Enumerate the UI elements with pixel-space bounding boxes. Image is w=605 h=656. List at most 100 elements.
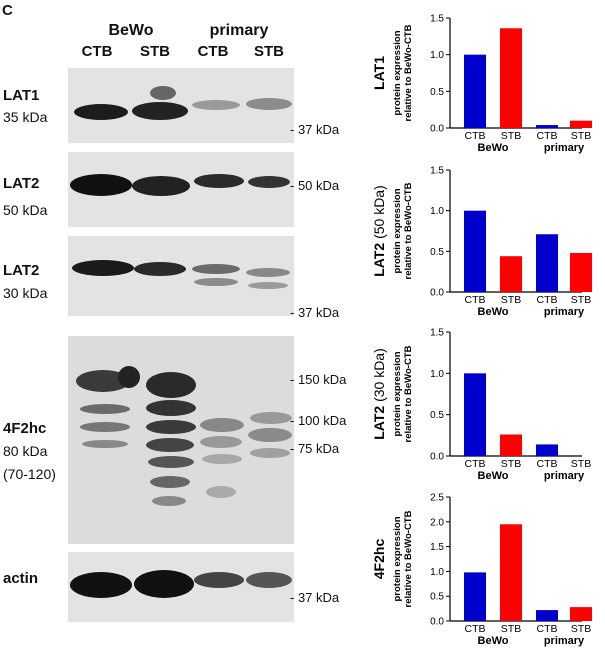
group-label: BeWo [478,142,509,154]
group-label: primary [544,306,585,318]
blot-protein-label: actin [3,570,39,587]
y-tick-label: 0.0 [430,617,444,628]
x-tick-label: CTB [465,130,486,142]
blot-protein-label: LAT2 [3,262,40,279]
y-tick-label: 1.5 [430,14,444,25]
bar [536,125,558,128]
y-tick-label: 1.0 [430,206,444,217]
blot-protein-label: LAT1 [3,87,40,104]
bar [570,120,592,128]
y-tick-label: 1.5 [430,542,444,553]
y-tick-label: 1.0 [430,567,444,578]
group-label: BeWo [478,635,509,647]
y-tick-label: 2.0 [430,517,444,528]
y-tick-label: 0.5 [430,592,444,603]
x-tick-label: CTB [537,458,558,470]
x-tick-label: CTB [537,623,558,635]
x-tick-label: STB [501,294,521,306]
x-tick-label: CTB [465,294,486,306]
group-label: BeWo [478,470,509,482]
bar [536,610,558,621]
y-tick-label: 0.0 [430,288,444,299]
western-blot-lat1 [68,68,294,143]
y-tick-label: 0.5 [430,87,444,98]
marker-label: - 50 kDa [290,178,340,193]
blot-size-label: 80 kDa [3,443,48,459]
y-axis-label: protein expression [392,30,403,115]
lane-label: CTB [81,43,113,60]
bar [464,210,486,292]
bar [570,252,592,292]
y-tick-label: 1.5 [430,166,444,177]
y-tick-label: 1.0 [430,369,444,380]
x-tick-label: STB [501,623,521,635]
lane-label: CTB [197,43,229,60]
group-label-primary: primary [209,22,269,39]
marker-label: - 150 kDa [290,372,347,387]
chart-title-suffix: (30 kDa) [371,348,387,402]
lane-label: STB [140,43,170,60]
y-axis-label: protein expression [392,351,403,436]
x-tick-label: STB [501,458,521,470]
x-tick-label: CTB [465,458,486,470]
lane-label: STB [254,43,284,60]
bar [500,256,522,292]
x-tick-label: STB [501,130,521,142]
chart-title-main: LAT2 [371,239,387,277]
y-axis-label: relative to BeWo-CTB [403,24,414,121]
western-blot-lat2-50 [68,152,294,227]
x-tick-label: STB [571,294,591,306]
marker-label: - 75 kDa [290,441,340,456]
marker-label: - 37 kDa [290,305,340,320]
bar [464,373,486,456]
x-tick-label: STB [571,130,591,142]
western-blot-actin [68,552,294,622]
bar [464,54,486,128]
blot-protein-label: LAT2 [3,175,40,192]
marker-label: - 37 kDa [290,122,340,137]
x-tick-label: STB [571,458,591,470]
y-axis-label: relative to BeWo-CTB [403,510,414,607]
western-blot-4f2hc [68,336,294,544]
y-tick-label: 0.5 [430,247,444,258]
chart-title-main: LAT2 [371,402,387,440]
group-label: primary [544,635,585,647]
bar [500,524,522,621]
y-tick-label: 0.0 [430,124,444,135]
marker-label: - 37 kDa [290,590,340,605]
bar [500,434,522,456]
blot-size-label: 30 kDa [3,285,48,301]
chart-title: LAT1 [371,56,387,90]
chart-title-suffix: (50 kDa) [371,185,387,239]
blot-size-range-label: (70-120) [3,466,56,482]
marker-label: - 100 kDa [290,413,347,428]
y-tick-label: 1.5 [430,328,444,339]
x-tick-label: CTB [537,294,558,306]
chart-title: 4F2hc [371,539,387,580]
y-tick-label: 2.5 [430,493,444,504]
x-tick-label: CTB [465,623,486,635]
bar [570,607,592,621]
group-label: primary [544,142,585,154]
blot-protein-label: 4F2hc [3,420,47,437]
group-label: BeWo [478,306,509,318]
x-tick-label: CTB [537,130,558,142]
y-tick-label: 0.0 [430,452,444,463]
y-axis-label: protein expression [392,188,403,273]
blot-size-label: 50 kDa [3,202,48,218]
group-label: primary [544,470,585,482]
group-label-bewo: BeWo [108,22,154,39]
y-axis-label: relative to BeWo-CTB [403,345,414,442]
y-tick-label: 1.0 [430,50,444,61]
bar [536,444,558,456]
bar [464,572,486,621]
y-tick-label: 0.5 [430,410,444,421]
bar [500,28,522,129]
y-axis-label: relative to BeWo-CTB [403,182,414,279]
x-tick-label: STB [571,623,591,635]
bar [536,234,558,292]
y-axis-label: protein expression [392,516,403,601]
chart-title: LAT2 (50 kDa) [371,185,387,277]
panel-letter: C [2,2,13,19]
